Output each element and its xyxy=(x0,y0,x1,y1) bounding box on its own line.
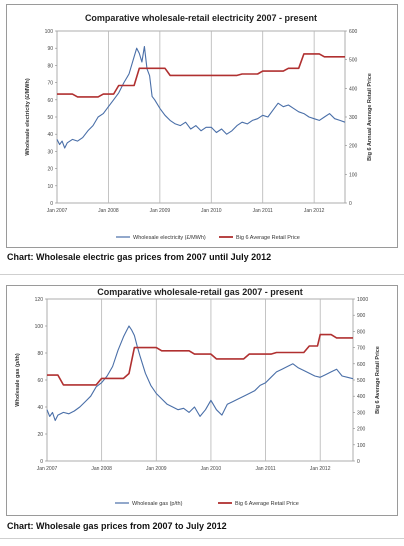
x-tick-label: Jan 2007 xyxy=(37,466,58,472)
y-tick-label: 70 xyxy=(47,81,53,87)
y-tick-label: 60 xyxy=(47,98,53,104)
legend-label: Big 6 Average Retail Price xyxy=(236,235,300,241)
y-axis-label: Wholesale electricity (£/MWh) xyxy=(25,78,31,155)
x-tick-label: Jan 2012 xyxy=(304,208,325,214)
series-line-retail-price xyxy=(47,335,353,385)
y-tick-label: 100 xyxy=(45,29,54,35)
y-tick-label: 60 xyxy=(37,378,43,384)
legend-label: Big 6 Average Retail Price xyxy=(235,501,299,507)
y2-axis-label: Big 6 Average Retail Price xyxy=(375,346,381,414)
y2-tick-label: 1000 xyxy=(357,297,368,303)
y2-tick-label: 200 xyxy=(357,427,366,433)
plot-area xyxy=(57,31,345,203)
y2-tick-label: 300 xyxy=(349,115,358,121)
legend-label: Wholesale electricity (£/MWh) xyxy=(133,235,206,241)
gas-chart-panel: Comparative wholesale-retail gas 2007 - … xyxy=(6,285,398,516)
y-tick-label: 120 xyxy=(35,297,44,303)
gas-chart-caption: Chart: Wholesale gas prices from 2007 to… xyxy=(7,521,227,531)
y2-tick-label: 600 xyxy=(349,29,358,35)
y-tick-label: 40 xyxy=(47,132,53,138)
y2-tick-label: 100 xyxy=(357,443,366,449)
y2-tick-label: 800 xyxy=(357,329,366,335)
x-tick-label: Jan 2008 xyxy=(91,466,112,472)
separator-line xyxy=(0,274,404,275)
y2-tick-label: 0 xyxy=(349,201,352,207)
y2-tick-label: 500 xyxy=(349,58,358,64)
x-tick-label: Jan 2010 xyxy=(201,208,222,214)
y-tick-label: 90 xyxy=(47,46,53,52)
series-line-retail-price xyxy=(57,54,345,97)
y2-tick-label: 900 xyxy=(357,313,366,319)
y-tick-label: 20 xyxy=(37,432,43,438)
y-axis-label: Wholesale gas (p/th) xyxy=(15,353,21,407)
y-tick-label: 100 xyxy=(35,324,44,330)
y-tick-label: 10 xyxy=(47,184,53,190)
x-tick-label: Jan 2007 xyxy=(47,208,68,214)
electricity-chart: Comparative wholesale-retail electricity… xyxy=(7,5,397,247)
y-tick-label: 30 xyxy=(47,149,53,155)
chart-title: Comparative wholesale-retail gas 2007 - … xyxy=(97,287,303,297)
y2-tick-label: 700 xyxy=(357,346,366,352)
y2-tick-label: 300 xyxy=(357,410,366,416)
x-tick-label: Jan 2010 xyxy=(201,466,222,472)
y-tick-label: 0 xyxy=(50,201,53,207)
y2-tick-label: 200 xyxy=(349,144,358,150)
y-tick-label: 40 xyxy=(37,405,43,411)
x-tick-label: Jan 2009 xyxy=(146,466,167,472)
separator-line xyxy=(0,538,404,539)
y-tick-label: 80 xyxy=(37,351,43,357)
y2-axis-label: Big 6 Annual Average Retail Price xyxy=(367,73,373,161)
legend-label: Wholesale gas (p/th) xyxy=(132,501,183,507)
y-tick-label: 80 xyxy=(47,63,53,69)
y2-tick-label: 500 xyxy=(357,378,366,384)
y-tick-label: 0 xyxy=(40,459,43,465)
y2-tick-label: 400 xyxy=(357,394,366,400)
y2-tick-label: 100 xyxy=(349,172,358,178)
electricity-chart-panel: Comparative wholesale-retail electricity… xyxy=(6,4,398,248)
x-tick-label: Jan 2012 xyxy=(310,466,331,472)
y-tick-label: 50 xyxy=(47,115,53,121)
x-tick-label: Jan 2011 xyxy=(253,208,273,214)
y2-tick-label: 600 xyxy=(357,362,366,368)
x-tick-label: Jan 2009 xyxy=(150,208,171,214)
y2-tick-label: 400 xyxy=(349,86,358,92)
gas-chart: Comparative wholesale-retail gas 2007 - … xyxy=(7,286,397,515)
electricity-chart-caption: Chart: Wholesale electric gas prices fro… xyxy=(7,252,271,262)
chart-title: Comparative wholesale-retail electricity… xyxy=(85,13,317,23)
x-tick-label: Jan 2008 xyxy=(98,208,119,214)
series-line-wholesale xyxy=(47,326,353,421)
y2-tick-label: 0 xyxy=(357,459,360,465)
plot-area xyxy=(47,299,353,461)
y-tick-label: 20 xyxy=(47,167,53,173)
x-tick-label: Jan 2011 xyxy=(255,466,275,472)
